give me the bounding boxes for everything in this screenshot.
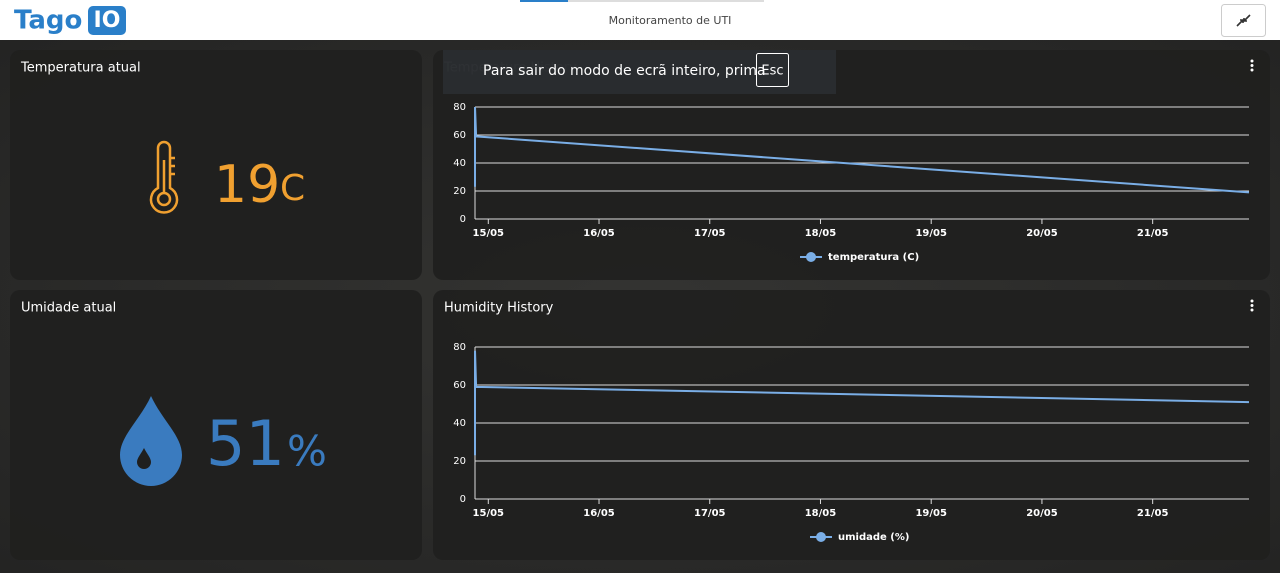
x-tick-label: 19/05 (915, 228, 947, 239)
dashboard-title: Monitoramento de UTI (609, 14, 732, 27)
logo-badge-bg (88, 6, 126, 35)
humidity-unit: % (287, 427, 327, 476)
y-tick-label: 40 (453, 418, 466, 429)
x-tick-label: 16/05 (583, 508, 615, 519)
menu-dot (1250, 308, 1254, 312)
x-tick-label: 17/05 (694, 228, 726, 239)
menu-dot (1250, 64, 1254, 67)
thermometer-icon (149, 140, 179, 214)
key-box (756, 53, 789, 87)
menu-dot (1250, 299, 1254, 303)
humidity-value: 51 (206, 407, 285, 480)
y-tick-label: 60 (453, 380, 466, 391)
exit-fullscreen-button[interactable] (1221, 4, 1266, 37)
x-tick-label: 16/05 (583, 228, 615, 239)
x-tick-label: 15/05 (473, 508, 505, 519)
x-tick-label: 18/05 (805, 508, 837, 519)
legend-label: umidade (%) (838, 532, 909, 543)
header-bar (0, 0, 1280, 40)
legend-label: temperatura (C) (828, 252, 919, 263)
y-tick-label: 80 (453, 102, 466, 113)
temperature-value: 19 (214, 155, 280, 215)
tab-indicator (520, 0, 568, 2)
x-tick-label: 20/05 (1026, 228, 1058, 239)
x-tick-label: 17/05 (694, 508, 726, 519)
key-label: Esc (761, 64, 783, 79)
card-title: Umidade atual (21, 301, 116, 316)
card-title: Temperatura atual (20, 61, 141, 76)
x-tick-label: 15/05 (473, 228, 505, 239)
logo-badge: IO (94, 8, 121, 33)
card (10, 50, 422, 280)
data-line (474, 350, 1250, 456)
menu-dot (1250, 59, 1254, 63)
card (10, 290, 422, 560)
y-tick-label: 40 (453, 158, 466, 169)
legend-marker (806, 252, 816, 262)
drop-icon (120, 396, 182, 486)
y-tick-label: 0 (460, 214, 466, 225)
legend-marker (816, 532, 826, 542)
y-tick-label: 20 (453, 456, 466, 467)
x-tick-label: 18/05 (805, 228, 837, 239)
y-tick-label: 80 (453, 342, 466, 353)
x-tick-label: 20/05 (1026, 508, 1058, 519)
menu-dot (1250, 304, 1254, 307)
x-tick-label: 21/05 (1137, 228, 1169, 239)
y-tick-label: 60 (453, 130, 466, 141)
logo: Tago (14, 6, 82, 36)
data-line (474, 106, 1250, 194)
x-tick-label: 21/05 (1137, 508, 1169, 519)
y-tick-label: 0 (460, 494, 466, 505)
chart-title: Humidity History (444, 301, 554, 316)
tab-indicator (568, 0, 764, 2)
y-tick-label: 20 (453, 186, 466, 197)
menu-dot (1250, 68, 1254, 72)
temperature-unit: C (280, 168, 305, 209)
card (433, 290, 1270, 560)
fullscreen-notice-text: Para sair do modo de ecrã inteiro, prima (483, 63, 766, 79)
x-tick-label: 19/05 (915, 508, 947, 519)
